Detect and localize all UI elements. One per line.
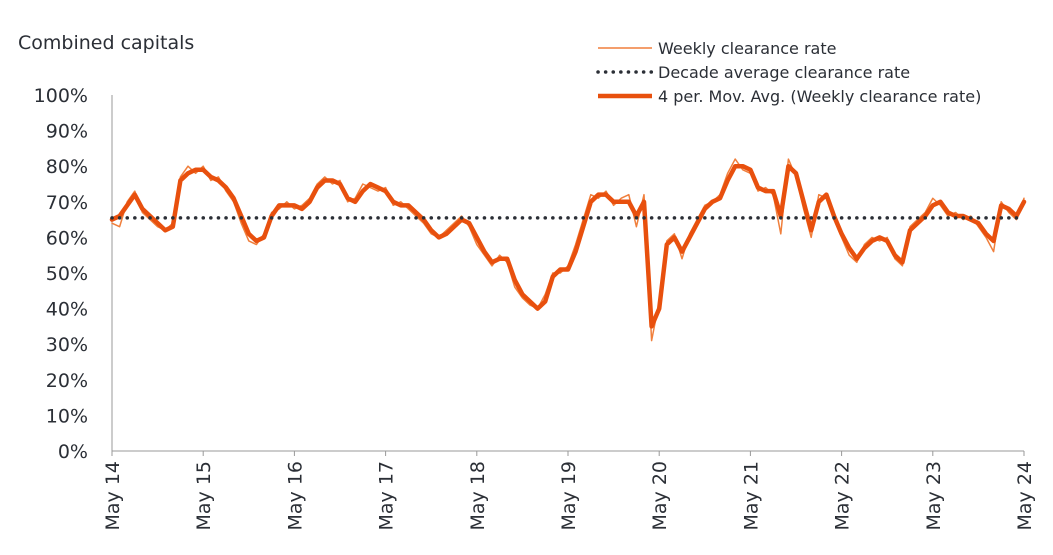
y-tick-label: 20% [46,370,88,392]
x-tick-label: May 18 [467,461,489,531]
chart-title: Combined capitals [18,32,194,54]
x-tick-label: May 23 [923,461,945,531]
x-tick-label: May 22 [832,461,854,531]
legend-label: Decade average clearance rate [658,63,910,82]
x-tick-label: May 19 [558,461,580,531]
y-tick-label: 30% [46,334,88,356]
y-tick-label: 80% [46,156,88,178]
x-tick-label: May 16 [284,461,306,531]
series-line [109,163,1027,329]
legend-label: 4 per. Mov. Avg. (Weekly clearance rate) [658,87,981,106]
y-tick-label: 60% [46,227,88,249]
y-tick-label: 0% [58,441,88,463]
y-tick-label: 70% [46,192,88,214]
y-tick-label: 40% [46,299,88,321]
legend-label: Weekly clearance rate [658,39,836,58]
y-tick-label: 90% [46,121,88,143]
x-tick-label: May 15 [193,461,215,531]
y-tick-label: 10% [46,405,88,427]
x-tick-label: May 21 [740,461,762,531]
x-tick-label: May 17 [376,461,398,531]
y-tick-label: 100% [34,85,88,107]
x-tick-label: May 14 [102,461,124,531]
y-tick-label: 50% [46,263,88,285]
x-tick-label: May 20 [649,461,671,531]
x-tick-label: May 24 [1014,461,1036,531]
